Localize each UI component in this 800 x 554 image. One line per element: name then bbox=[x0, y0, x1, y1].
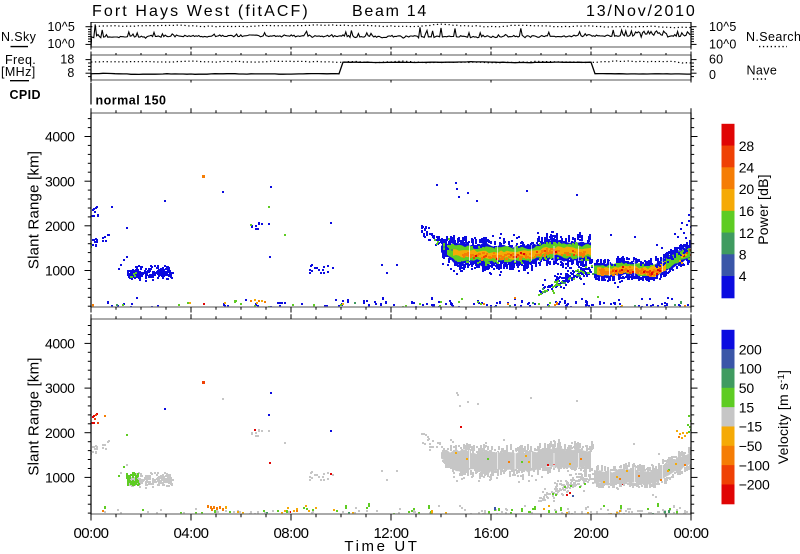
svg-text:4000: 4000 bbox=[45, 336, 75, 352]
svg-text:CPID: CPID bbox=[10, 88, 41, 102]
svg-text:04:00: 04:00 bbox=[173, 525, 208, 542]
svg-text:Fort Hays West (fitACF): Fort Hays West (fitACF) bbox=[92, 3, 310, 20]
svg-text:2000: 2000 bbox=[45, 218, 75, 234]
svg-text:N.Sky: N.Sky bbox=[1, 30, 37, 44]
svg-text:8: 8 bbox=[67, 66, 74, 80]
svg-text:Time UT: Time UT bbox=[344, 538, 419, 554]
svg-text:4: 4 bbox=[739, 268, 747, 284]
svg-text:200: 200 bbox=[739, 341, 762, 357]
svg-text:Nave: Nave bbox=[747, 64, 778, 78]
svg-text:20: 20 bbox=[739, 181, 755, 197]
svg-text:Power [dB]: Power [dB] bbox=[755, 174, 771, 244]
svg-text:Freq.: Freq. bbox=[5, 53, 36, 67]
svg-text:2000: 2000 bbox=[45, 425, 75, 441]
svg-text:−15: −15 bbox=[739, 419, 763, 435]
svg-text:12:00: 12:00 bbox=[373, 525, 408, 542]
svg-text:10^5: 10^5 bbox=[709, 20, 737, 34]
svg-text:3000: 3000 bbox=[45, 380, 75, 396]
svg-text:100: 100 bbox=[739, 361, 762, 377]
svg-text:Slant Range [km]: Slant Range [km] bbox=[26, 357, 43, 475]
svg-text:24: 24 bbox=[739, 160, 755, 176]
svg-text:20:00: 20:00 bbox=[573, 525, 608, 542]
svg-text:8: 8 bbox=[739, 247, 747, 263]
svg-text:00:00: 00:00 bbox=[73, 525, 108, 542]
svg-text:08:00: 08:00 bbox=[273, 525, 308, 542]
svg-text:10^5: 10^5 bbox=[47, 20, 75, 34]
svg-text:1000: 1000 bbox=[45, 470, 75, 486]
svg-text:[MHz]: [MHz] bbox=[1, 65, 36, 79]
svg-text:10^0: 10^0 bbox=[709, 38, 737, 52]
svg-text:−200: −200 bbox=[739, 477, 770, 493]
svg-text:00:00: 00:00 bbox=[673, 525, 708, 542]
svg-text:0: 0 bbox=[709, 68, 716, 82]
svg-text:10^0: 10^0 bbox=[47, 37, 75, 51]
svg-text:16: 16 bbox=[739, 203, 755, 219]
svg-text:N.Search: N.Search bbox=[746, 30, 800, 44]
svg-text:normal 150: normal 150 bbox=[96, 94, 167, 108]
svg-text:4000: 4000 bbox=[45, 129, 75, 145]
svg-text:60: 60 bbox=[709, 53, 723, 67]
svg-text:50: 50 bbox=[739, 380, 755, 396]
svg-text:Slant Range [km]: Slant Range [km] bbox=[26, 151, 43, 269]
svg-text:28: 28 bbox=[739, 138, 755, 154]
svg-text:15: 15 bbox=[739, 399, 755, 415]
svg-text:18: 18 bbox=[60, 53, 74, 67]
svg-text:3000: 3000 bbox=[45, 173, 75, 189]
svg-text:−100: −100 bbox=[739, 457, 770, 473]
svg-text:13/Nov/2010: 13/Nov/2010 bbox=[586, 3, 697, 20]
svg-text:12: 12 bbox=[739, 225, 755, 241]
svg-text:−50: −50 bbox=[739, 438, 763, 454]
svg-text:Velocity [m s-1]: Velocity [m s-1] bbox=[775, 370, 791, 464]
svg-text:Beam 14: Beam 14 bbox=[352, 3, 428, 20]
svg-text:1000: 1000 bbox=[45, 263, 75, 279]
svg-text:16:00: 16:00 bbox=[473, 525, 508, 542]
